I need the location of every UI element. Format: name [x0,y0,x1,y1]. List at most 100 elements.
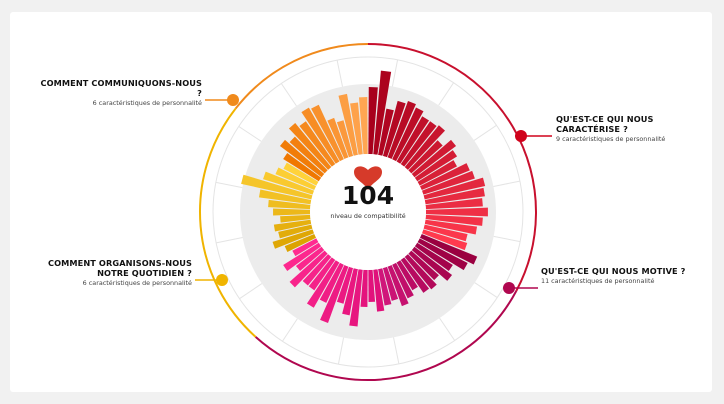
bar-g3-7 [258,189,312,205]
center-summary: 104 niveau de compatibilité [318,160,418,221]
bar-g1-10 [382,266,399,301]
bar-g1-2 [414,242,453,271]
label-communication[interactable]: COMMENT COMMUNIQUONS-NOUS ? 6 caractéris… [40,78,202,107]
bar-g0-4 [387,100,416,160]
grid-spoke [336,60,343,87]
bar-g0-15 [423,177,486,200]
bar-g2-0 [373,269,385,312]
bar-g2-5 [336,266,354,304]
bar-g0-10 [411,139,457,178]
label-caracterise-title: QU'EST-CE QUI NOUS CARACTÉRISE ? [556,114,654,134]
bar-g2-8 [306,260,340,308]
bar-g4-4 [299,121,336,167]
category-arc [234,43,369,110]
bar-g2-10 [302,254,332,286]
bar-g1-4 [408,250,439,281]
label-quotidien[interactable]: COMMENT ORGANISONS-NOUS NOTRE QUOTIDIEN … [40,258,192,287]
grid-spoke [493,235,521,243]
bar-g1-5 [404,254,437,290]
bar-g4-0 [283,153,322,182]
grid-spoke [439,317,456,341]
bar-g3-3 [273,219,312,232]
grid-spoke [239,283,263,300]
bar-g0-19 [425,214,483,226]
bar-g1-8 [392,262,414,299]
label-caracterise[interactable]: QU'EST-CE QUI NOUS CARACTÉRISE ? 9 carac… [556,114,706,143]
bar-g0-14 [421,170,475,195]
bar-g3-5 [273,208,311,216]
grid-spoke [393,337,400,364]
bar-g0-11 [414,150,458,182]
bar-g3-4 [280,214,311,223]
outer-grid-ring [212,56,524,368]
label-communication-subtitle: 6 caractéristiques de personnalité [92,99,202,107]
bar-g4-8 [336,120,354,158]
bar-g2-11 [289,250,328,288]
grid-spoke [391,59,399,87]
bar-g0-16 [424,187,485,205]
bar-g4-1 [279,139,325,178]
category-arc [367,43,537,292]
bar-g4-9 [338,93,358,156]
bar-g1-0 [419,233,478,265]
bar-g0-9 [408,140,443,174]
bar-g0-7 [400,121,437,167]
bar-g1-1 [417,238,468,271]
bar-g2-9 [308,257,336,291]
bar-g0-21 [423,224,468,242]
dot-caracterise [515,130,527,142]
bar-g2-14 [292,238,319,257]
bar-g0-6 [396,116,430,164]
bar-g2-4 [342,268,358,316]
bar-g1-9 [387,264,409,307]
bar-g4-6 [311,104,344,162]
bar-g1-7 [396,260,418,291]
bar-g0-18 [425,207,488,217]
bar-g3-0 [284,233,317,253]
bar-g0-20 [424,219,478,235]
grid-spoke [493,180,520,187]
bar-g2-1 [368,269,376,302]
grid-spoke [282,318,298,342]
bar-g0-22 [421,229,468,251]
label-quotidien-subtitle: 6 caractéristiques de personnalité [82,279,192,287]
bar-g0-1 [373,70,392,155]
grid-spoke [474,282,498,298]
bar-g0-17 [425,198,483,210]
bar-g3-11 [283,162,319,186]
grid-spoke [238,126,262,142]
bar-g2-7 [319,262,344,303]
heart-icon [354,166,382,190]
bar-g1-11 [378,268,392,306]
bar-g2-3 [349,269,363,327]
bar-g1-6 [400,257,430,293]
bar-g4-10 [350,102,363,155]
bar-g4-7 [327,117,349,160]
bar-g3-8 [241,174,313,200]
label-caracterise-subtitle: 9 caractéristiques de personnalité [556,135,666,143]
dot-communication [227,94,239,106]
bar-g0-2 [378,108,394,156]
label-communication-title: COMMENT COMMUNIQUONS-NOUS ? [40,78,202,98]
bar-g2-2 [360,269,368,307]
bar-g0-0 [368,87,378,155]
label-motive[interactable]: QU'EST-CE QUI NOUS MOTIVE ? 11 caractéri… [541,266,691,285]
bar-g0-3 [382,100,406,158]
bar-g2-13 [283,242,322,271]
compatibility-score: 104 [341,181,395,210]
bar-g2-6 [320,264,349,324]
dot-quotidien [216,274,228,286]
grid-spoke [216,237,243,244]
bar-g4-3 [288,122,332,170]
grid-spoke [280,83,297,107]
category-arc [199,107,257,338]
label-quotidien-title: COMMENT ORGANISONS-NOUS NOTRE QUOTIDIEN … [47,258,192,278]
dot-motive [503,282,515,294]
bar-g4-2 [289,136,328,174]
center-disc [310,154,426,270]
bar-g3-1 [272,229,315,249]
bar-g0-13 [419,163,470,191]
bar-g4-11 [358,97,368,155]
grid-spoke [215,181,243,189]
